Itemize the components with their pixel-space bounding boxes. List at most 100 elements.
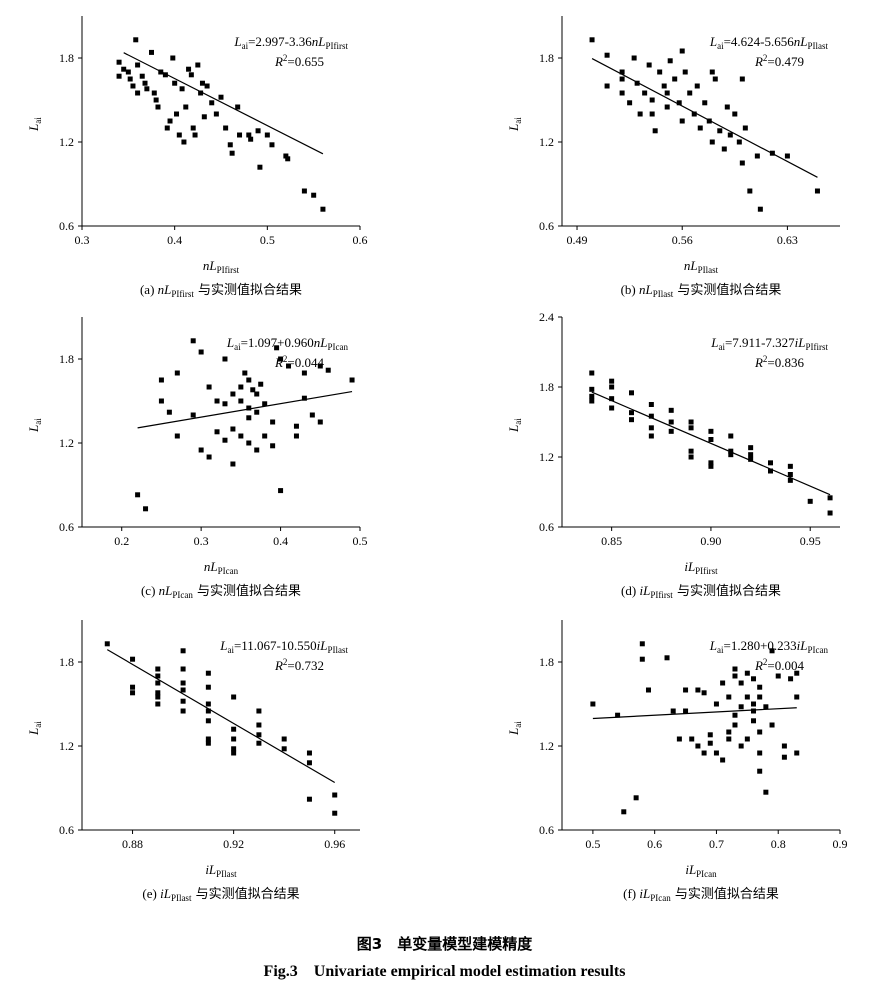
r2-sup: 2 (283, 657, 288, 667)
data-point (293, 423, 299, 429)
y-tick-label: 1.2 (59, 436, 74, 450)
data-point (676, 736, 682, 742)
data-point (757, 768, 763, 774)
y-tick-label: 1.2 (59, 739, 74, 753)
r2-var: R (274, 54, 283, 69)
chart-panel-c: 0.2 0.3 0.4 0.50.61.21.8Lai=1.097+0.960nLPI… (26, 317, 368, 600)
y-tick-label: 1.8 (539, 51, 554, 65)
fit-line (591, 391, 831, 496)
data-point (732, 712, 738, 718)
caption-var: iL (639, 886, 650, 901)
y-tick-label: 0.6 (59, 823, 74, 837)
x-tick-label: 0.95 (800, 534, 821, 548)
data-point (230, 426, 236, 432)
data-point (230, 391, 236, 397)
data-point (744, 694, 750, 700)
data-point (646, 62, 652, 68)
data-point (732, 673, 738, 679)
x-axis-sub: PIcan (696, 869, 717, 879)
data-point (155, 673, 161, 679)
data-point (629, 410, 634, 416)
data-point (170, 55, 176, 61)
r2-var: R (274, 355, 283, 370)
caption-suffix: 与实测值拟合结果 (193, 583, 301, 599)
data-point (198, 90, 204, 96)
data-point (155, 666, 161, 672)
r2-var: R (274, 658, 283, 673)
y-axis-var: L (506, 425, 521, 433)
data-point (180, 687, 186, 693)
data-point (708, 463, 714, 469)
data-point (311, 192, 317, 198)
data-point (246, 440, 252, 446)
data-point (190, 338, 196, 344)
equation-sub: ai (718, 342, 725, 352)
data-point (332, 792, 338, 798)
caption-suffix: 与实测值拟合结果 (191, 886, 299, 902)
data-point (309, 412, 315, 418)
caption-suffix: 与实测值拟合结果 (671, 886, 779, 902)
data-point (649, 111, 655, 117)
data-point (689, 736, 695, 742)
data-point (125, 69, 131, 75)
equation-xvar: nL (794, 34, 808, 49)
x-tick-label: 0.7 (709, 837, 724, 851)
data-point (158, 398, 164, 404)
data-point (192, 132, 198, 138)
data-point (198, 349, 204, 355)
data-point (744, 736, 750, 742)
data-point (687, 90, 693, 96)
x-tick-label: 0.88 (122, 837, 143, 851)
data-point (149, 49, 154, 55)
data-point (763, 704, 769, 710)
x-tick-label: 0.6 (353, 233, 368, 247)
data-point (668, 428, 674, 434)
x-tick-label: 0.8 (771, 837, 786, 851)
data-point (738, 704, 744, 710)
data-point (757, 684, 763, 690)
data-point (649, 97, 655, 103)
data-point (162, 72, 168, 78)
data-point (664, 90, 670, 96)
y-tick-label: 1.2 (539, 450, 554, 464)
data-point (269, 142, 275, 148)
data-point (205, 684, 211, 690)
data-point (222, 356, 228, 362)
y-axis-var: L (26, 425, 41, 433)
data-point (325, 367, 331, 373)
data-point (732, 111, 738, 117)
equation-label: Lai=2.997-3.36nLPIfirst (233, 34, 348, 51)
data-point (231, 746, 237, 752)
data-point (151, 90, 157, 96)
caption-prefix: (d) (621, 583, 639, 598)
data-point (205, 701, 211, 707)
data-point (683, 708, 689, 714)
x-axis-label: iLPIfirst (684, 559, 718, 576)
data-point (205, 718, 211, 724)
equation-sub: ai (717, 645, 724, 655)
data-point (155, 694, 161, 700)
equation-var: L (233, 34, 241, 49)
equation-sub: ai (717, 41, 724, 51)
x-tick-label: 0.56 (672, 233, 693, 247)
data-point (285, 156, 291, 162)
r2-label: R2=0.044 (274, 354, 325, 370)
data-point (155, 104, 161, 110)
data-point (130, 684, 136, 690)
data-point (713, 701, 719, 707)
equation-sub: ai (242, 41, 249, 51)
data-point (155, 690, 161, 696)
data-point (827, 510, 833, 516)
data-point (199, 80, 205, 86)
data-point (238, 384, 244, 390)
data-point (747, 188, 753, 194)
data-point (615, 712, 621, 718)
y-tick-label: 2.4 (539, 310, 554, 324)
equation-xvar: nL (314, 335, 328, 350)
data-point (648, 425, 654, 431)
data-point (609, 405, 615, 411)
data-point (609, 384, 615, 390)
data-point (787, 472, 793, 477)
data-point (739, 160, 745, 166)
data-point (769, 648, 775, 654)
